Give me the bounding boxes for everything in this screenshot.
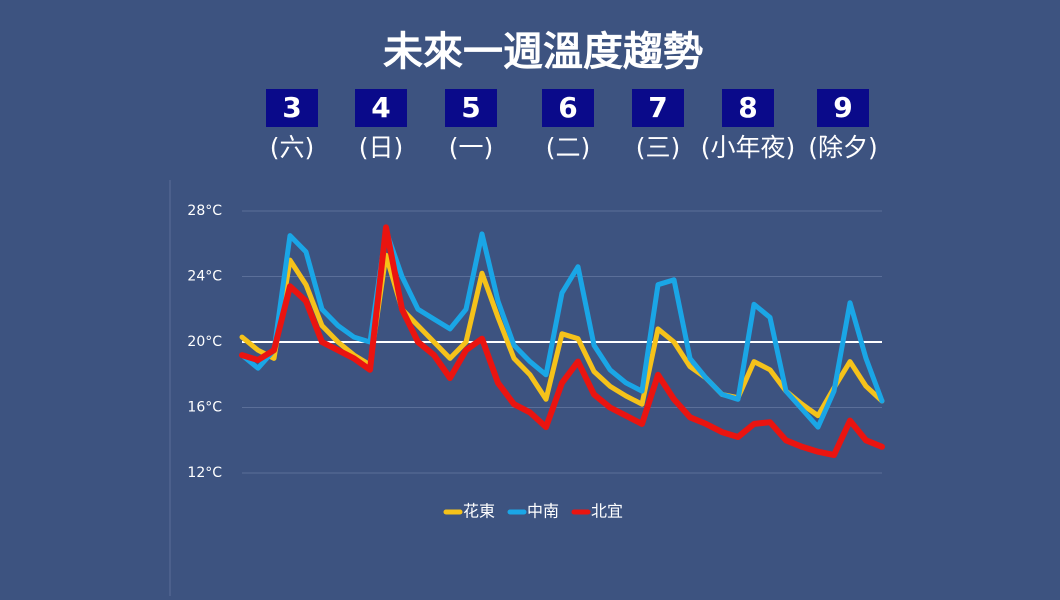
legend-label: 北宜 [591, 502, 623, 521]
y-tick-label: 28°C [187, 203, 222, 219]
day-date: 6 [558, 91, 577, 124]
series-line [239, 252, 885, 419]
day-weekday: (除夕) [808, 133, 878, 162]
day-weekday: (小年夜) [701, 133, 796, 162]
chart-title: 未來一週溫度趨勢 [383, 29, 703, 75]
y-tick-label: 16°C [187, 400, 222, 416]
day-date: 3 [282, 91, 301, 124]
day-weekday: (六) [270, 133, 315, 162]
day-date: 5 [461, 91, 480, 124]
day-weekday: (二) [546, 133, 591, 162]
series-line [239, 224, 885, 458]
day-box [445, 89, 497, 127]
y-tick-label: 20°C [187, 334, 222, 350]
legend-label: 花東 [463, 502, 495, 521]
day-box [817, 89, 869, 127]
day-box [542, 89, 594, 127]
day-box [266, 89, 318, 127]
day-box [355, 89, 407, 127]
day-box [632, 89, 684, 127]
y-tick-label: 12°C [187, 465, 222, 481]
legend-label: 中南 [527, 502, 559, 521]
day-box [722, 89, 774, 127]
day-weekday: (日) [359, 133, 404, 162]
y-tick-label: 24°C [187, 269, 222, 285]
series-line [239, 228, 885, 430]
day-weekday: (一) [449, 133, 494, 162]
day-date: 7 [648, 91, 667, 124]
day-date: 9 [833, 91, 852, 124]
day-date: 4 [371, 91, 390, 124]
day-date: 8 [738, 91, 757, 124]
day-weekday: (三) [636, 133, 681, 162]
